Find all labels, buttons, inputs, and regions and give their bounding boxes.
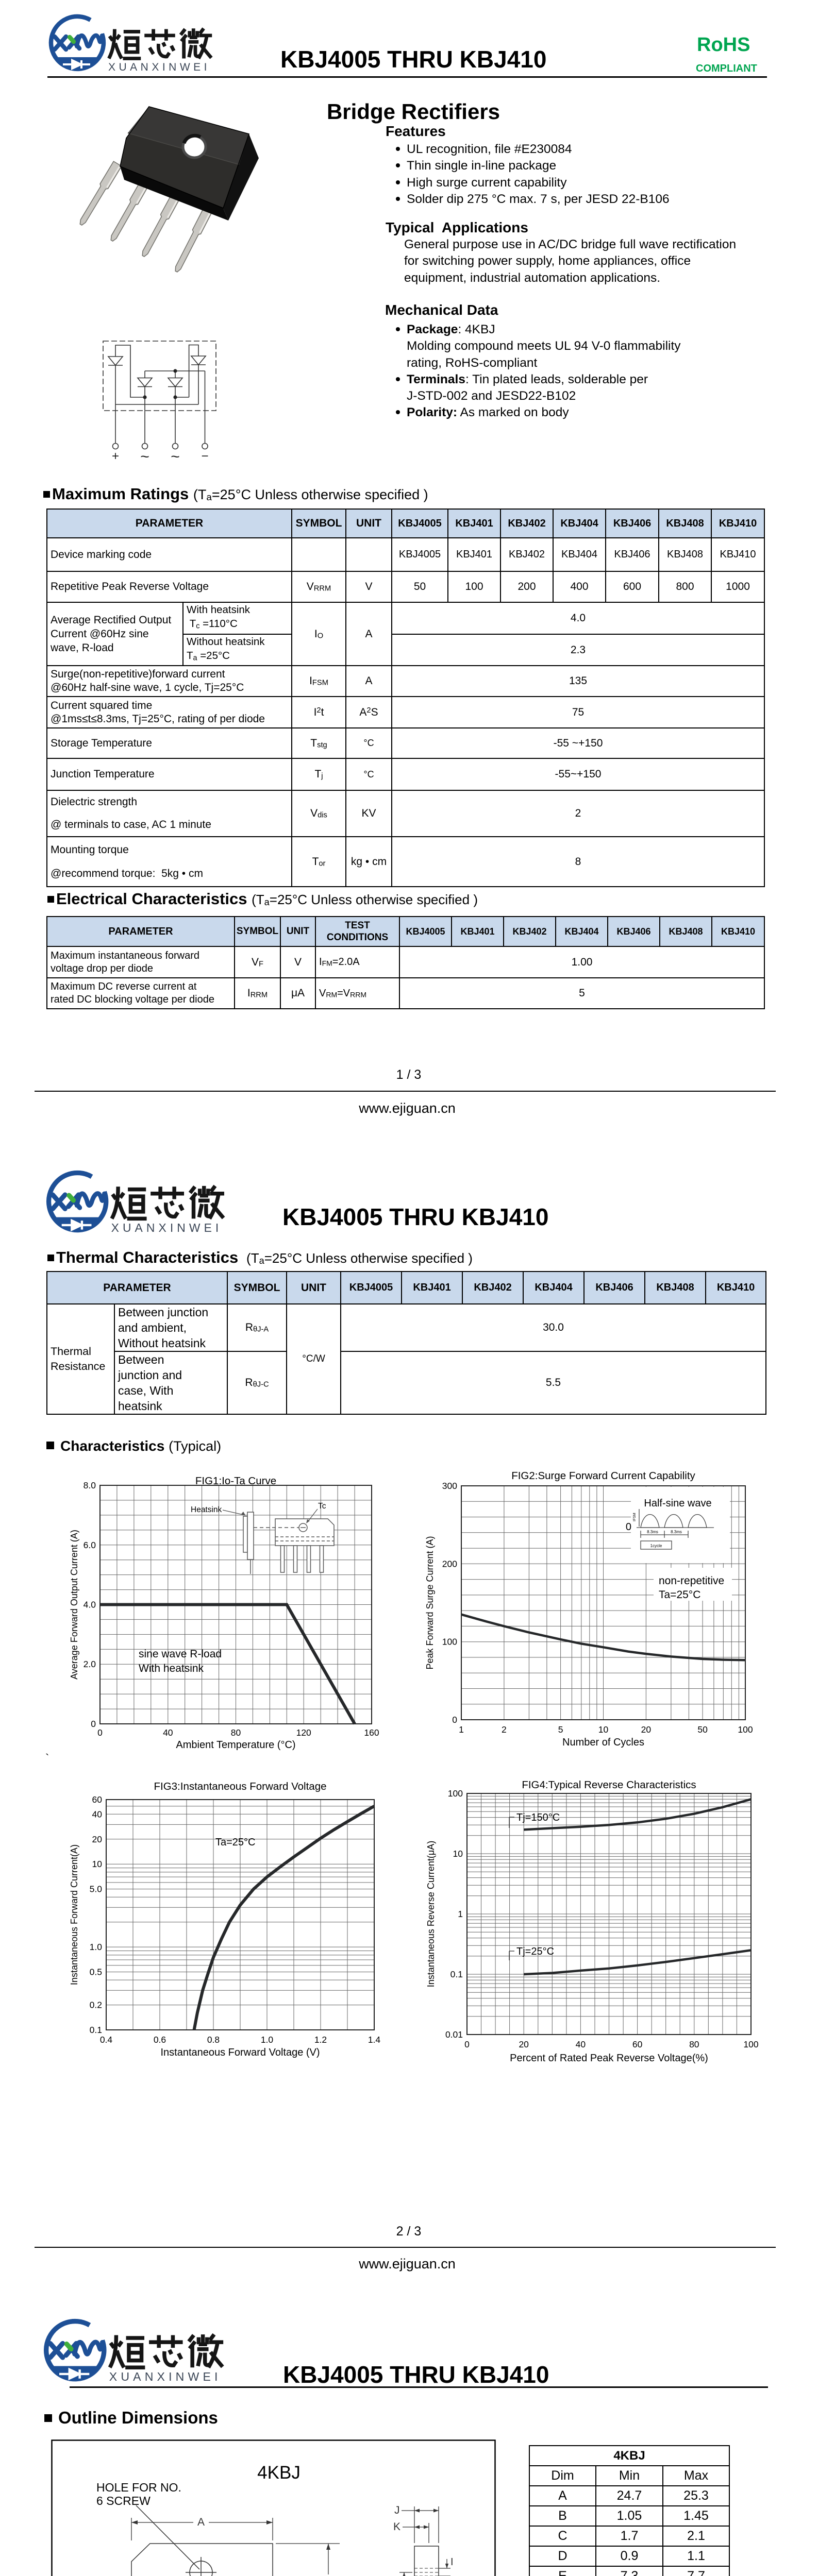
svg-text:4KBJ: 4KBJ bbox=[257, 2463, 301, 2483]
svg-text:60: 60 bbox=[632, 2039, 643, 2049]
svg-text:0.01: 0.01 bbox=[445, 2029, 463, 2040]
svg-text:1.2: 1.2 bbox=[314, 2035, 327, 2045]
svg-text:J: J bbox=[394, 2504, 400, 2516]
svg-text:10: 10 bbox=[453, 1849, 463, 1859]
svg-text:Instantaneous Forward Voltage: Instantaneous Forward Voltage (V) bbox=[160, 2047, 320, 2058]
svg-text:1: 1 bbox=[458, 1909, 463, 1919]
svg-text:Instantaneous Forward Current(: Instantaneous Forward Current(A) bbox=[69, 1844, 79, 1985]
svg-text:Ta=25°C: Ta=25°C bbox=[215, 1837, 256, 1848]
svg-text:I: I bbox=[450, 2556, 454, 2568]
svg-text:1.4: 1.4 bbox=[368, 2035, 381, 2045]
svg-text:20: 20 bbox=[519, 2039, 529, 2049]
svg-text:0.1: 0.1 bbox=[90, 2025, 102, 2035]
svg-text:20: 20 bbox=[92, 1834, 103, 1844]
svg-text:Tj=25°C: Tj=25°C bbox=[516, 1946, 554, 1957]
svg-text:FIG3:Instantaneous Forward Vol: FIG3:Instantaneous Forward Voltage bbox=[154, 1781, 326, 1792]
svg-text:0: 0 bbox=[452, 1715, 457, 1725]
svg-text:0.2: 0.2 bbox=[90, 2000, 102, 2010]
svg-text:8.3ms: 8.3ms bbox=[671, 1530, 682, 1534]
svg-text:Instantaneous Reverse Current(: Instantaneous Reverse Current(μA) bbox=[426, 1841, 436, 1988]
svg-text:IFSM: IFSM bbox=[633, 1513, 637, 1521]
svg-text:100: 100 bbox=[448, 1788, 463, 1799]
svg-text:HOLE FOR NO.: HOLE FOR NO. bbox=[96, 2481, 181, 2494]
svg-text:10: 10 bbox=[92, 1859, 103, 1869]
svg-text:4.0: 4.0 bbox=[84, 1600, 96, 1610]
svg-text:Heatsink: Heatsink bbox=[191, 1505, 222, 1514]
svg-text:Tj=150°C: Tj=150°C bbox=[516, 1812, 560, 1823]
svg-text:40: 40 bbox=[163, 1727, 173, 1738]
svg-text:−: − bbox=[201, 449, 208, 463]
svg-text:With heatsink: With heatsink bbox=[139, 1663, 204, 1674]
svg-text:0.6: 0.6 bbox=[154, 2035, 166, 2045]
svg-text:A: A bbox=[197, 2516, 205, 2528]
svg-text:K: K bbox=[393, 2521, 400, 2533]
svg-text:FIG2:Surge Forward Current Cap: FIG2:Surge Forward Current Capability bbox=[511, 1470, 695, 1482]
svg-text:80: 80 bbox=[231, 1727, 241, 1738]
svg-text:100: 100 bbox=[738, 1724, 753, 1735]
svg-text:6 SCREW: 6 SCREW bbox=[96, 2494, 151, 2507]
svg-text:~: ~ bbox=[140, 448, 149, 464]
svg-text:0: 0 bbox=[97, 1727, 103, 1738]
svg-text:120: 120 bbox=[296, 1727, 311, 1738]
svg-text:40: 40 bbox=[576, 2039, 586, 2049]
svg-text:Average Forward Output Current: Average Forward Output Current (A) bbox=[69, 1530, 79, 1680]
svg-text:Tc: Tc bbox=[318, 1502, 326, 1511]
svg-text:0.4: 0.4 bbox=[100, 2035, 113, 2045]
svg-text:XUANXINWEI: XUANXINWEI bbox=[109, 2370, 222, 2383]
svg-text:0: 0 bbox=[464, 2039, 470, 2049]
svg-text:sine wave R-load: sine wave R-load bbox=[139, 1648, 222, 1660]
svg-text:0: 0 bbox=[91, 1719, 96, 1729]
svg-text:50: 50 bbox=[697, 1724, 708, 1735]
svg-text:200: 200 bbox=[442, 1558, 457, 1569]
svg-text:10: 10 bbox=[598, 1724, 609, 1735]
svg-text:2.0: 2.0 bbox=[84, 1659, 96, 1669]
svg-text:1.0: 1.0 bbox=[90, 1942, 103, 1952]
svg-text:20: 20 bbox=[641, 1724, 652, 1735]
svg-text:+: + bbox=[112, 449, 119, 463]
svg-text:5: 5 bbox=[558, 1724, 563, 1735]
svg-text:Ambient Temperature (°C): Ambient Temperature (°C) bbox=[176, 1739, 295, 1751]
svg-text:160: 160 bbox=[364, 1727, 379, 1738]
svg-text:1cycle: 1cycle bbox=[650, 1544, 662, 1548]
svg-text:0.1: 0.1 bbox=[450, 1969, 463, 1979]
svg-text:1.0: 1.0 bbox=[261, 2035, 274, 2045]
svg-text:non-repetitive: non-repetitive bbox=[659, 1575, 724, 1587]
svg-text:8.0: 8.0 bbox=[84, 1480, 96, 1490]
svg-text:Number of Cycles: Number of Cycles bbox=[562, 1737, 644, 1748]
svg-text:0.8: 0.8 bbox=[207, 2035, 220, 2045]
svg-text:60: 60 bbox=[92, 1794, 103, 1805]
svg-text:100: 100 bbox=[743, 2039, 758, 2049]
svg-text:300: 300 bbox=[442, 1481, 457, 1491]
svg-text:100: 100 bbox=[442, 1637, 457, 1647]
svg-text:Half-sine wave: Half-sine wave bbox=[644, 1498, 711, 1509]
svg-text:XUANXINWEI: XUANXINWEI bbox=[108, 61, 210, 73]
svg-text:XUANXINWEI: XUANXINWEI bbox=[111, 1221, 223, 1234]
svg-text:5.0: 5.0 bbox=[90, 1884, 103, 1894]
svg-text:0.5: 0.5 bbox=[90, 1967, 102, 1977]
svg-text:FIG1:Io-Ta Curve: FIG1:Io-Ta Curve bbox=[195, 1475, 276, 1487]
svg-text:80: 80 bbox=[689, 2039, 699, 2049]
svg-text:8.3ms: 8.3ms bbox=[647, 1530, 658, 1534]
svg-text:~: ~ bbox=[171, 448, 180, 464]
svg-text:2: 2 bbox=[502, 1724, 507, 1735]
svg-text:FIG4:Typical Reverse Character: FIG4:Typical Reverse Characteristics bbox=[522, 1779, 696, 1791]
svg-text:6.0: 6.0 bbox=[84, 1540, 96, 1550]
svg-text:Percent of Rated Peak Reverse: Percent of Rated Peak Reverse Voltage(%) bbox=[510, 2053, 708, 2064]
svg-text:0: 0 bbox=[626, 1521, 631, 1533]
svg-text:1: 1 bbox=[459, 1724, 464, 1735]
svg-text:Ta=25°C: Ta=25°C bbox=[659, 1589, 700, 1601]
svg-text:F: F bbox=[325, 2575, 331, 2576]
svg-text:40: 40 bbox=[92, 1809, 103, 1819]
svg-text:Peak Forward Surge Current (A): Peak Forward Surge Current (A) bbox=[425, 1536, 435, 1669]
